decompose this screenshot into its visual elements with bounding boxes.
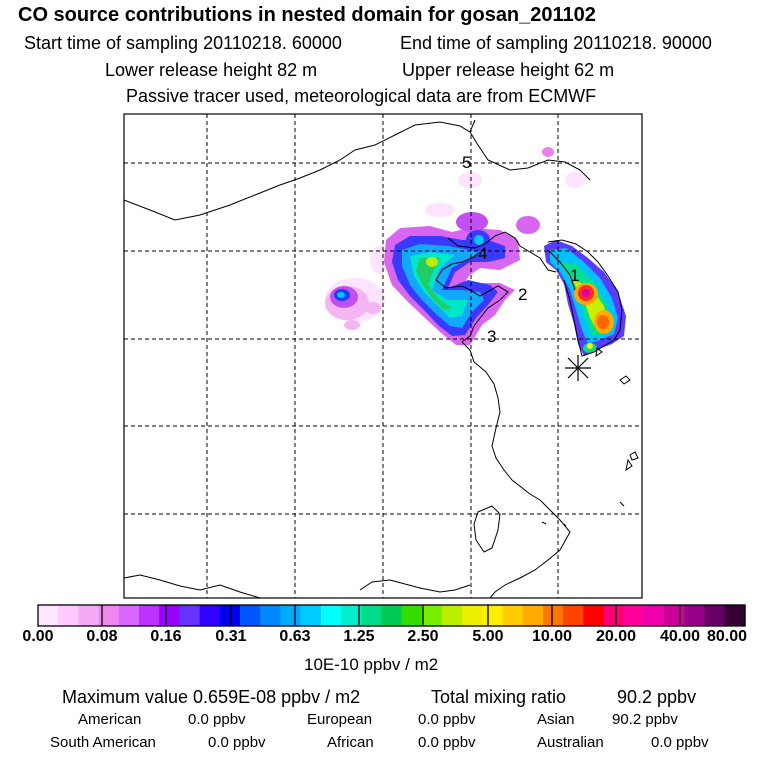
colorbar-units: 10E-10 ppbv / m2 (304, 655, 439, 674)
region-name-american: American (78, 711, 142, 728)
region-value-american: 0.0 ppbv (188, 711, 246, 728)
colorbar-swatch (78, 605, 100, 626)
colorbar-swatch (603, 605, 625, 626)
colorbar-swatch (724, 605, 746, 626)
colorbar-swatch (381, 605, 403, 626)
region-name-asian: Asian (537, 711, 575, 728)
colorbar-swatch (260, 605, 281, 626)
region-value-south-american: 0.0 ppbv (208, 734, 266, 751)
colorbar-ticks (37, 604, 746, 627)
tracer-info-label: Passive tracer used, meteorological data… (126, 86, 597, 106)
region-name-african: African (327, 734, 374, 751)
colorbar-tick-label: 0.00 (22, 628, 54, 645)
region-label-4: 4 (478, 244, 487, 263)
colorbar-swatch (563, 605, 584, 626)
colorbar-tick-label: 40.00 (659, 628, 701, 645)
colorbar-swatch (341, 605, 362, 626)
concentration-field (325, 147, 626, 356)
colorbar (38, 605, 746, 626)
region-label-3: 3 (487, 327, 496, 346)
lower-release-label: Lower release height 82 m (105, 60, 318, 80)
colorbar-tick-label: 0.08 (86, 628, 118, 645)
colorbar-tick-label: 2.50 (407, 628, 439, 645)
colorbar-swatch (583, 605, 605, 626)
region-name-south-american: South American (50, 734, 156, 751)
map-frame (123, 113, 643, 599)
colorbar-tick-label: 20.00 (595, 628, 637, 645)
colorbar-swatch (684, 605, 706, 626)
colorbar-swatch (118, 605, 140, 626)
colorbar-swatch (98, 605, 120, 626)
region-value-australian: 0.0 ppbv (651, 734, 709, 751)
colorbar-swatch (522, 605, 544, 626)
colorbar-swatch (502, 605, 524, 626)
colorbar-swatch (139, 605, 160, 626)
colorbar-swatch (58, 605, 79, 626)
colorbar-tick-label: 80.00 (706, 628, 748, 645)
upper-release-label: Upper release height 62 m (402, 60, 615, 80)
colorbar-swatch (361, 605, 382, 626)
plume-north-china (384, 147, 554, 345)
region-name-australian: Australian (537, 734, 604, 751)
colorbar-tick-label: 0.63 (279, 628, 311, 645)
colorbar-swatch (219, 605, 241, 626)
coastlines (124, 119, 639, 598)
colorbar-tick-label: 1.25 (343, 628, 375, 645)
plume-west (325, 286, 381, 330)
colorbar-swatch (543, 605, 564, 626)
page-title: CO source contributions in nested domain… (18, 4, 596, 26)
region-value-european: 0.0 ppbv (418, 711, 476, 728)
colorbar-swatch (320, 605, 342, 626)
total-mixing-ratio-value: 90.2 ppbv (617, 687, 697, 707)
plume-korea (544, 240, 626, 356)
colorbar-swatch (623, 605, 645, 626)
colorbar-swatch (280, 605, 302, 626)
lat-lon-grid (124, 114, 642, 598)
colorbar-tick-label: 0.16 (150, 628, 182, 645)
colorbar-swatch (704, 605, 726, 626)
total-mixing-ratio-label: Total mixing ratio (431, 687, 567, 707)
colorbar-tick-label: 5.00 (472, 628, 504, 645)
asterisk-icon (565, 355, 591, 381)
colorbar-swatch (421, 605, 443, 626)
colorbar-swatch (644, 605, 665, 626)
colorbar-swatch (159, 605, 180, 626)
region-name-european: European (307, 711, 373, 728)
colorbar-swatch (462, 605, 483, 626)
colorbar-swatch (199, 605, 221, 626)
colorbar-swatch (664, 605, 685, 626)
colorbar-tick-label: 10.00 (531, 628, 573, 645)
maximum-value-label: Maximum value 0.659E-08 ppbv / m2 (62, 687, 361, 707)
region-value-african: 0.0 ppbv (418, 734, 476, 751)
colorbar-tick-label: 0.31 (215, 628, 247, 645)
colorbar-swatch (482, 605, 504, 626)
colorbar-swatch (240, 605, 261, 626)
end-time-label: End time of sampling 20110218. 90000 (400, 33, 712, 53)
region-label-2: 2 (518, 285, 527, 304)
colorbar-swatch (401, 605, 423, 626)
colorbar-swatch (38, 605, 59, 626)
start-time-label: Start time of sampling 20110218. 60000 (24, 33, 342, 53)
colorbar-swatch (179, 605, 201, 626)
region-value-asian: 90.2 ppbv (612, 711, 678, 728)
colorbar-swatch (300, 605, 322, 626)
region-label-1: 1 (570, 266, 579, 285)
colorbar-swatch (442, 605, 463, 626)
region-label-5: 5 (462, 153, 471, 172)
